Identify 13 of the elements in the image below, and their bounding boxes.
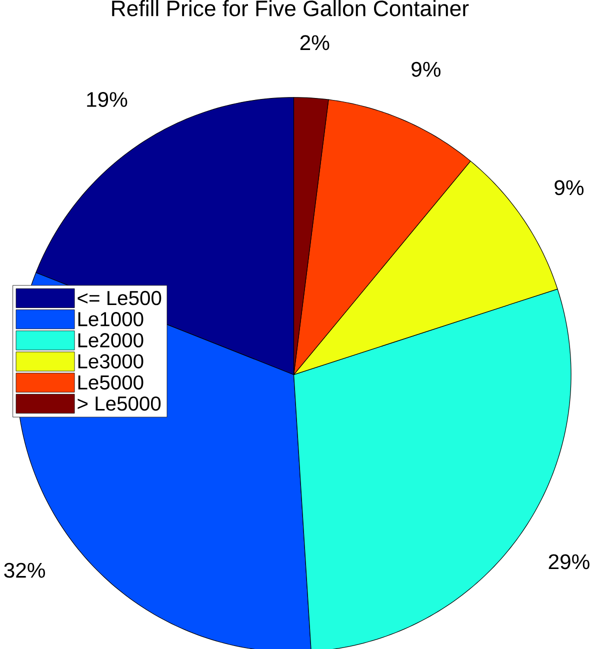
data-label: 19% xyxy=(87,92,128,107)
legend-label: Le1000 xyxy=(78,312,144,326)
legend-label: Le3000 xyxy=(78,354,144,368)
data-label: 2% xyxy=(300,35,330,50)
data-label: 9% xyxy=(412,62,441,77)
data-label: 9% xyxy=(554,180,584,196)
legend-label: Le2000 xyxy=(78,333,144,348)
data-label: 29% xyxy=(549,554,590,570)
chart-title: Refill Price for Five Gallon Container xyxy=(112,0,469,16)
legend-label: > Le5000 xyxy=(78,396,161,411)
legend-label: Le5000 xyxy=(78,375,144,390)
data-label: 32% xyxy=(4,562,46,578)
legend-label: <= Le500 xyxy=(78,290,162,306)
